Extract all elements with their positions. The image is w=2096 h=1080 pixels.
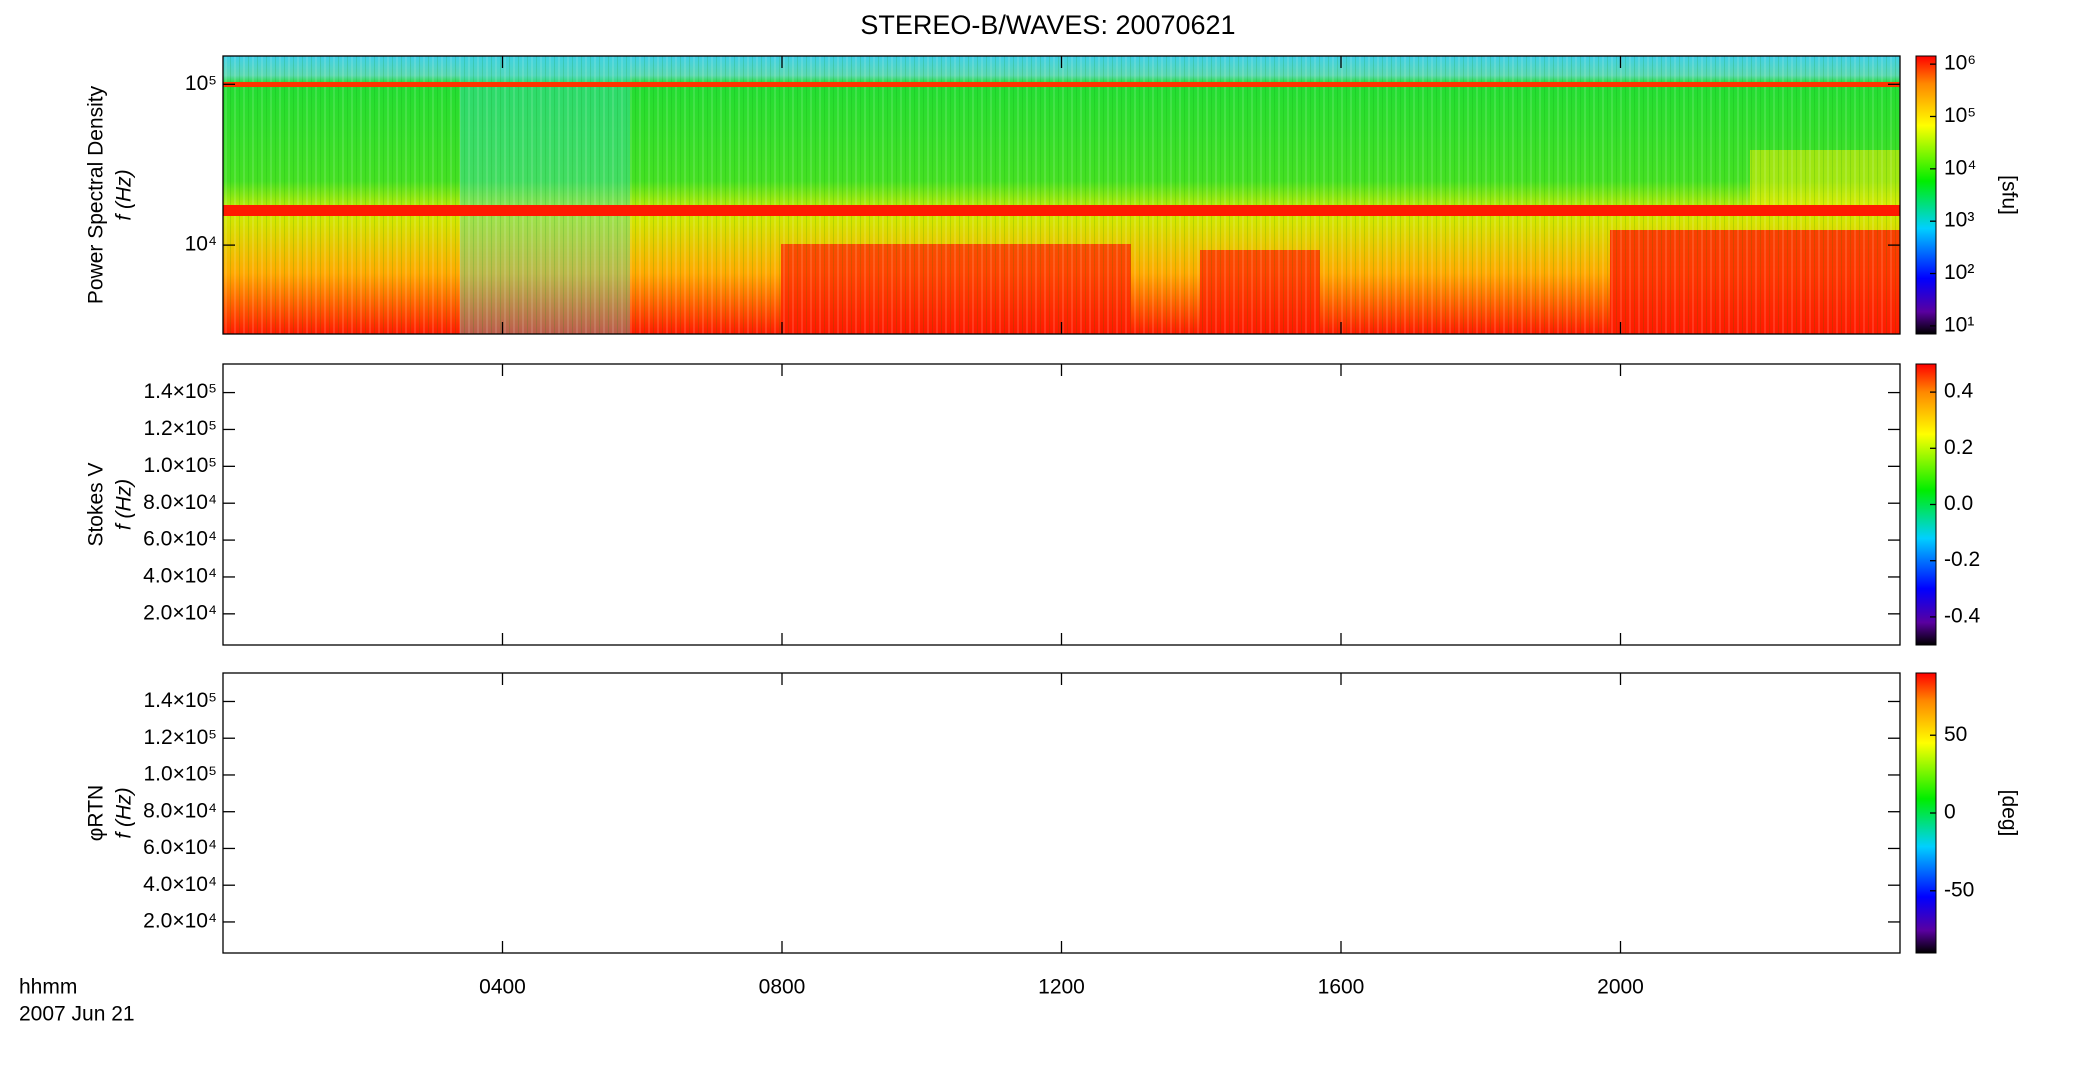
colorbar-tick-label: 10²	[1944, 261, 1974, 284]
colorbar	[1915, 55, 1937, 335]
x-tick-label: 1600	[1318, 976, 1365, 999]
y-tick-label: 10⁴	[185, 233, 217, 256]
colorbar-label: [sfu]	[1997, 175, 2020, 215]
y-axis-label: f (Hz)	[113, 169, 136, 220]
colorbar-tick-label: 50	[1944, 723, 1967, 746]
colorbar-tick-label: 10⁶	[1944, 52, 1976, 75]
colorbar-tick-label: 10¹	[1944, 313, 1974, 336]
chart-title: STEREO-B/WAVES: 20070621	[860, 10, 1235, 40]
colorbar-tick-label: 0.2	[1944, 436, 1973, 459]
x-tick-label: 0400	[479, 976, 526, 999]
y-tick-label: 6.0×10⁴	[143, 528, 217, 551]
x-tick-label: 1200	[1038, 976, 1085, 999]
plot-frame	[222, 672, 1901, 954]
y-axis-label: f (Hz)	[113, 479, 136, 530]
y-axis-label: φRTN	[85, 785, 108, 841]
date-label: 2007 Jun 21	[19, 1003, 135, 1026]
y-axis-label: f (Hz)	[113, 787, 136, 838]
x-axis-label: hhmm	[19, 976, 77, 999]
colorbar-tick-label: -0.2	[1944, 548, 1980, 571]
y-tick-label: 1.2×10⁵	[143, 417, 217, 440]
colorbar-label: [deg]	[1997, 790, 2020, 837]
colorbar-tick-label: 10³	[1944, 209, 1974, 232]
spectrogram-image	[223, 56, 1900, 334]
colorbar-tick-label: 0.0	[1944, 492, 1973, 515]
y-tick-label: 2.0×10⁴	[143, 601, 217, 624]
spectrogram-feature	[223, 82, 1900, 87]
spectrogram-texture	[223, 56, 1900, 334]
y-tick-label: 2.0×10⁴	[143, 909, 217, 932]
y-tick-label: 4.0×10⁴	[143, 873, 217, 896]
colorbar-tick-label: 10⁴	[1944, 156, 1976, 179]
y-axis-label: Stokes V	[85, 462, 108, 546]
y-tick-label: 8.0×10⁴	[143, 799, 217, 822]
y-tick-label: 1.4×10⁵	[143, 380, 217, 403]
colorbar-tick-label: -0.4	[1944, 604, 1981, 627]
y-tick-label: 1.0×10⁵	[143, 763, 217, 786]
y-tick-label: 8.0×10⁴	[143, 491, 217, 514]
plot-frame	[222, 363, 1901, 646]
colorbar-tick-label: 0.4	[1944, 380, 1974, 403]
colorbar-tick-label: 10⁵	[1944, 104, 1976, 127]
colorbar-tick-label: -50	[1944, 878, 1974, 901]
colorbar-tick-label: 0	[1944, 801, 1956, 824]
y-tick-label: 4.0×10⁴	[143, 565, 217, 588]
y-tick-label: 10⁵	[185, 72, 217, 95]
y-axis-label: Power Spectral Density	[85, 85, 108, 304]
y-tick-label: 6.0×10⁴	[143, 836, 217, 859]
x-tick-label: 2000	[1597, 976, 1644, 999]
y-tick-label: 1.2×10⁵	[143, 726, 217, 749]
spectrogram-feature	[223, 205, 1900, 216]
x-tick-label: 0800	[759, 976, 806, 999]
y-tick-label: 1.0×10⁵	[143, 454, 217, 477]
y-tick-label: 1.4×10⁵	[143, 689, 217, 712]
